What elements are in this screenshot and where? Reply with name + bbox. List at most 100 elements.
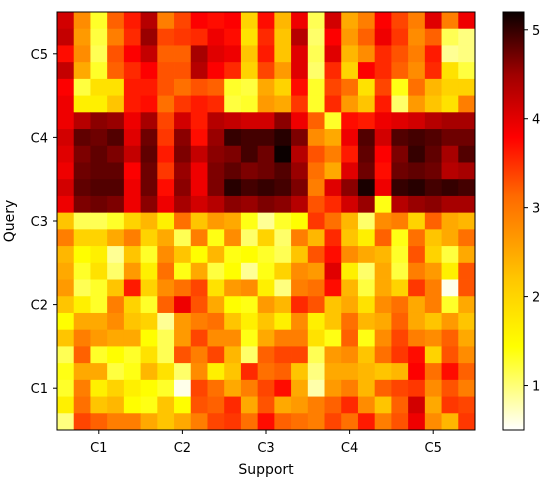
heatmap-cell: [374, 28, 392, 46]
heatmap-cell: [174, 179, 192, 197]
heatmap-cell: [123, 396, 141, 414]
heatmap-cell: [240, 379, 259, 397]
heatmap-cell: [123, 413, 141, 431]
heatmap-cell: [291, 112, 309, 130]
heatmap-cell: [157, 62, 175, 80]
heatmap-cell: [341, 195, 359, 214]
x-axis: C1 C2 C3 C4 C5: [90, 430, 442, 456]
heatmap-cell: [341, 129, 359, 147]
heatmap-cell: [424, 363, 442, 381]
heatmap-cell: [207, 95, 225, 113]
heatmap-cell: [190, 179, 208, 197]
heatmap-cell: [391, 229, 409, 247]
heatmap-cell: [374, 212, 392, 230]
heatmap-cell: [174, 312, 192, 331]
heatmap-cell: [291, 296, 309, 314]
heatmap-cell: [257, 129, 275, 147]
heatmap-cell: [374, 329, 392, 347]
heatmap-cell: [274, 195, 292, 214]
heatmap-cell: [207, 179, 225, 197]
heatmap-cell: [157, 413, 175, 431]
heatmap-cell: [424, 62, 442, 80]
heatmap-cell: [257, 112, 275, 130]
heatmap-cell: [341, 379, 359, 397]
heatmap-cell: [140, 45, 158, 63]
heatmap-cell: [341, 329, 359, 347]
heatmap-cell: [190, 45, 208, 63]
heatmap-cell: [307, 179, 325, 197]
heatmap-cell: [90, 129, 108, 147]
heatmap-cell: [391, 296, 409, 314]
heatmap-cell: [324, 129, 342, 147]
heatmap-cell: [458, 329, 476, 347]
heatmap-cell: [441, 162, 459, 180]
heatmap-cell: [157, 212, 175, 230]
colorbar-ticks: 1 2 3 4 5: [524, 24, 540, 395]
heatmap-cell: [391, 145, 409, 163]
heatmap-cell: [441, 129, 459, 147]
heatmap-cell: [224, 279, 242, 297]
x-tick-label: C3: [257, 441, 274, 456]
heatmap-cell: [441, 296, 459, 314]
x-tick-label: C4: [341, 441, 358, 456]
heatmap-cell: [291, 62, 309, 80]
heatmap-cell: [73, 262, 91, 280]
heatmap-cell: [157, 28, 175, 46]
heatmap-cell: [174, 78, 192, 96]
heatmap-cell: [123, 62, 141, 80]
heatmap-cell: [324, 195, 342, 214]
heatmap-cell: [57, 212, 75, 230]
x-tick-label: C5: [425, 441, 442, 456]
heatmap-cell: [408, 246, 426, 264]
heatmap-cell: [140, 329, 158, 347]
heatmap-cell: [307, 296, 325, 314]
heatmap-cell: [207, 28, 225, 46]
heatmap-cell: [207, 78, 225, 96]
heatmap-cell: [207, 279, 225, 297]
heatmap-cell: [240, 179, 259, 197]
heatmap-cell: [341, 312, 359, 331]
heatmap-cell: [123, 129, 141, 147]
heatmap-cell: [57, 195, 75, 214]
heatmap-cell: [240, 62, 259, 80]
heatmap-cell: [374, 195, 392, 214]
heatmap-cell: [73, 28, 91, 46]
heatmap-cell: [458, 262, 476, 280]
heatmap-cell: [257, 145, 275, 163]
heatmap-cell: [274, 129, 292, 147]
heatmap-cell: [207, 145, 225, 163]
heatmap-cell: [90, 12, 108, 30]
y-tick-label: C4: [31, 131, 48, 146]
heatmap-cell: [458, 396, 476, 414]
heatmap-cell: [157, 296, 175, 314]
heatmap-cell: [190, 62, 208, 80]
heatmap-cell: [123, 45, 141, 63]
heatmap-cell: [107, 62, 125, 80]
heatmap-cell: [341, 78, 359, 96]
colorbar-tick-label: 5: [532, 24, 540, 39]
heatmap-cell: [73, 296, 91, 314]
heatmap-cell: [274, 162, 292, 180]
heatmap-cell: [157, 112, 175, 130]
heatmap-cell: [174, 195, 192, 214]
heatmap-cell: [73, 78, 91, 96]
heatmap-cell: [441, 413, 459, 431]
heatmap-cell: [107, 413, 125, 431]
heatmap-cell: [140, 312, 158, 331]
heatmap-cell: [190, 162, 208, 180]
heatmap-cell: [441, 45, 459, 63]
heatmap-cell: [391, 346, 409, 364]
heatmap-cell: [458, 78, 476, 96]
heatmap-cells: [57, 12, 476, 431]
heatmap-cell: [424, 162, 442, 180]
heatmap-cell: [257, 78, 275, 96]
heatmap-cell: [424, 379, 442, 397]
heatmap-cell: [357, 212, 376, 230]
heatmap-cell: [257, 12, 275, 30]
heatmap-cell: [240, 262, 259, 280]
heatmap-cell: [57, 363, 75, 381]
heatmap-cell: [458, 12, 476, 30]
heatmap-cell: [391, 329, 409, 347]
heatmap-cell: [224, 379, 242, 397]
